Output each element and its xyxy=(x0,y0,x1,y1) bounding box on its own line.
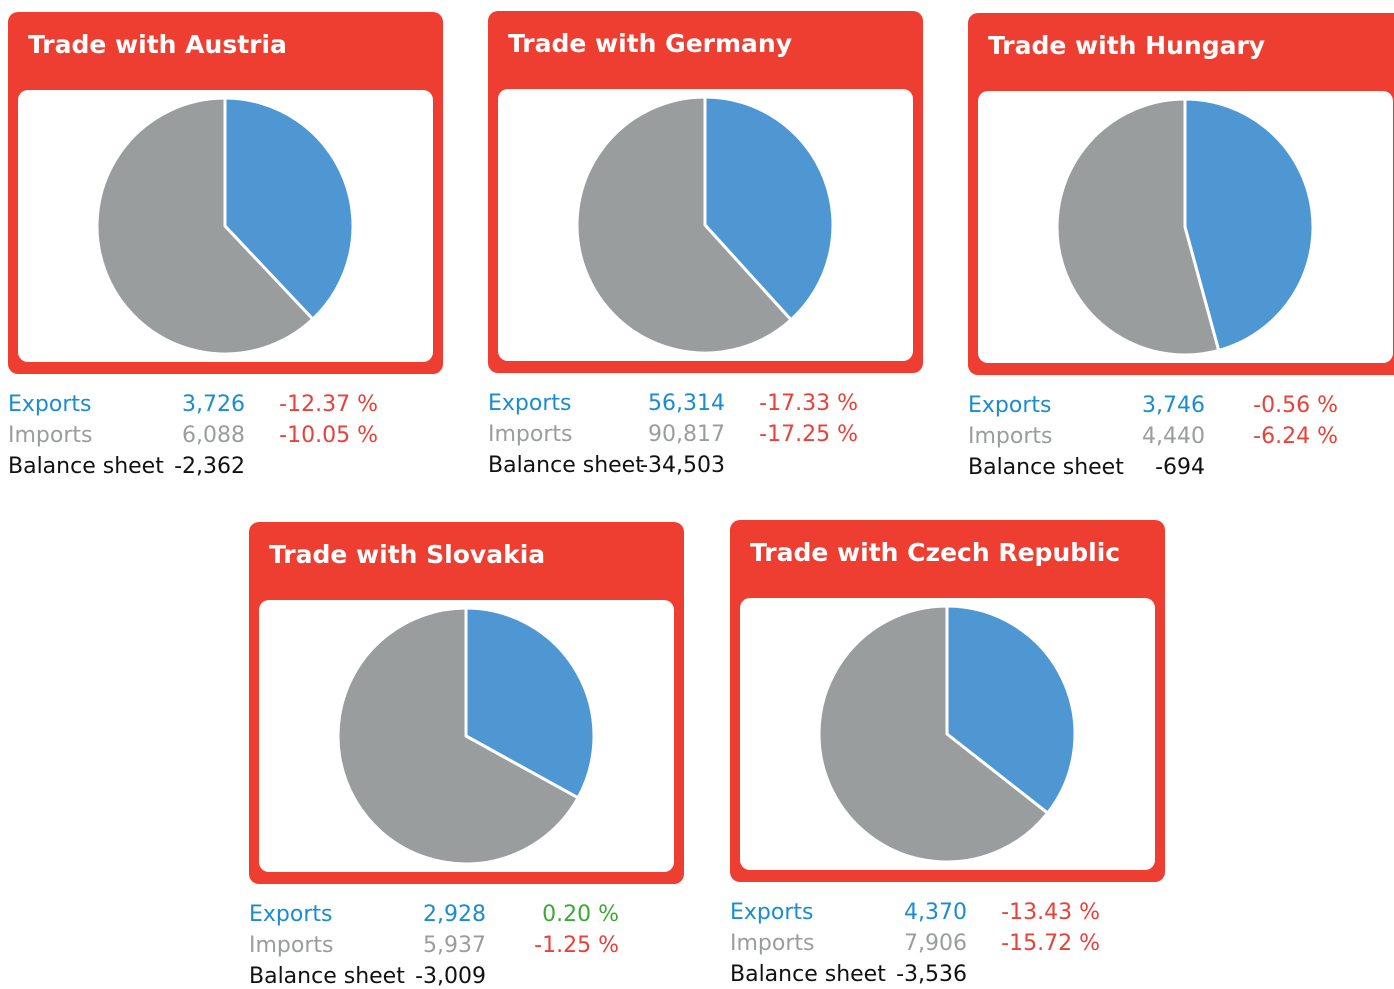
legend-label: Imports xyxy=(730,931,814,956)
legend-label: Exports xyxy=(8,392,91,417)
balance-label: Balance sheet xyxy=(249,964,405,989)
legend-label: Imports xyxy=(968,424,1052,449)
change-label: -13.43 % xyxy=(1001,900,1100,925)
legend-label: Imports xyxy=(249,933,333,958)
value-label: 4,440 xyxy=(1142,424,1205,449)
pie-slice xyxy=(464,606,596,800)
card-title: Trade with Slovakia xyxy=(269,540,545,569)
value-label: 6,088 xyxy=(182,423,245,448)
change-label: -10.05 % xyxy=(279,423,378,448)
balance-label: Balance sheet xyxy=(968,455,1124,480)
balance-label: Balance sheet xyxy=(8,454,164,479)
change-label: 0.20 % xyxy=(542,902,619,927)
balance-label: Balance sheet xyxy=(488,453,644,478)
value-label: 2,928 xyxy=(423,902,486,927)
balance-value: -694 xyxy=(1155,455,1205,480)
trade-card: Trade with Hungary Exports 3,746 -0.56 % Imp… xyxy=(968,13,1394,480)
trade-card: Trade with Slovakia Exports 2,928 0.20 % Imp… xyxy=(249,522,684,989)
trade-card: Trade with Austria Exports 3,726 -12.37 % Im… xyxy=(8,12,443,479)
change-label: -0.56 % xyxy=(1253,393,1338,418)
legend-label: Imports xyxy=(488,422,572,447)
pie-slice xyxy=(1055,97,1221,357)
card-title: Trade with Germany xyxy=(508,29,792,58)
pie-slice xyxy=(817,604,1050,864)
value-label: 56,314 xyxy=(648,391,725,416)
change-label: -15.72 % xyxy=(1001,931,1100,956)
balance-label: Balance sheet xyxy=(730,962,886,987)
legend-label: Exports xyxy=(488,391,571,416)
balance-value: -34,503 xyxy=(640,453,725,478)
balance-value: -3,009 xyxy=(415,964,486,989)
value-label: 90,817 xyxy=(648,422,725,447)
legend-label: Exports xyxy=(249,902,332,927)
legend-label: Exports xyxy=(968,393,1051,418)
value-label: 4,370 xyxy=(904,900,967,925)
value-label: 3,726 xyxy=(182,392,245,417)
pie-slice xyxy=(1183,97,1315,352)
trade-card: Trade with Czech Republic Exports 4,370 -13… xyxy=(730,520,1165,987)
value-label: 3,746 xyxy=(1142,393,1205,418)
card-title: Trade with Austria xyxy=(28,30,287,59)
balance-value: -2,362 xyxy=(174,454,245,479)
value-label: 5,937 xyxy=(423,933,486,958)
legend-label: Exports xyxy=(730,900,813,925)
change-label: -12.37 % xyxy=(279,392,378,417)
change-label: -17.33 % xyxy=(759,391,858,416)
trade-card: Trade with Germany Exports 56,314 -17.33 % I… xyxy=(488,11,923,478)
card-title: Trade with Czech Republic xyxy=(750,538,1120,567)
pie-slice xyxy=(223,96,355,321)
pie-slice xyxy=(575,95,793,355)
change-label: -6.24 % xyxy=(1253,424,1338,449)
balance-value: -3,536 xyxy=(896,962,967,987)
card-title: Trade with Hungary xyxy=(988,31,1265,60)
value-label: 7,906 xyxy=(904,931,967,956)
pie-slice xyxy=(703,95,835,322)
legend-label: Imports xyxy=(8,423,92,448)
pie-slice xyxy=(945,604,1077,815)
pie-slice xyxy=(95,96,315,356)
change-label: -17.25 % xyxy=(759,422,858,447)
change-label: -1.25 % xyxy=(534,933,619,958)
pie-slice xyxy=(336,606,580,866)
